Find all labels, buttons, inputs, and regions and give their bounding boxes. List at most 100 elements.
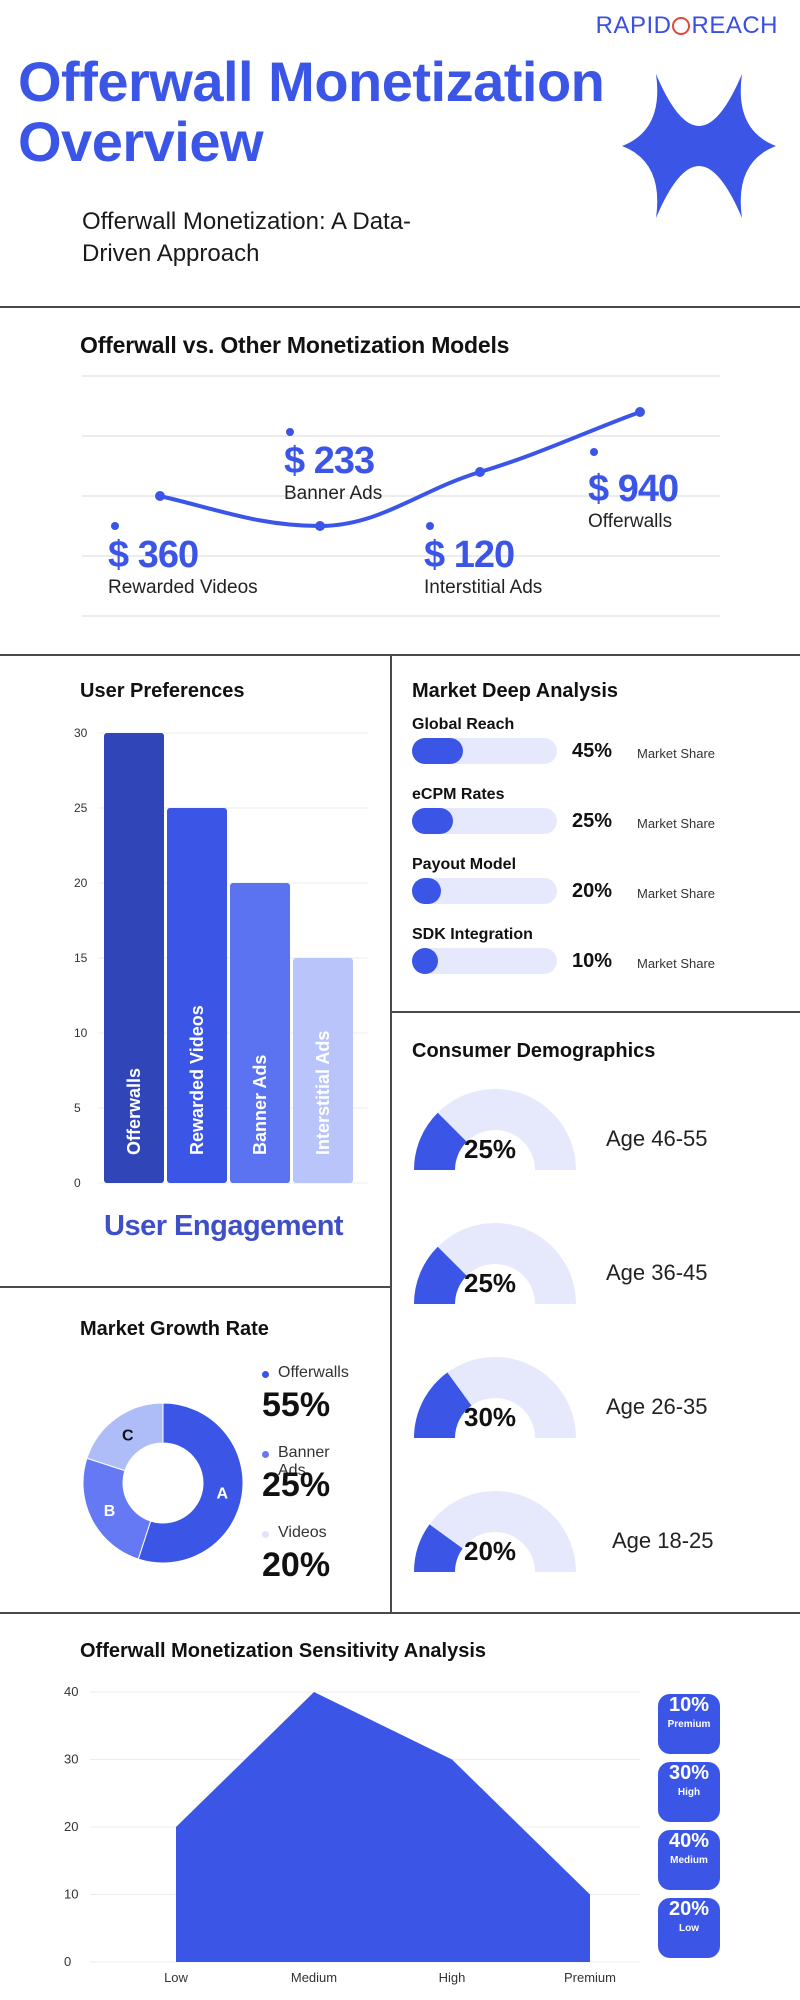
gauge-pct: 30% (464, 1402, 517, 1432)
legend-dot (262, 1451, 269, 1458)
market-deep-item: eCPM Rates 25% Market Share (412, 786, 782, 856)
age-label: Age 36-45 (606, 1260, 708, 1285)
model-interstitial-ads: $ 120 Interstitial Ads (424, 534, 542, 599)
market-deep-item: Payout Model 20% Market Share (412, 856, 782, 926)
legend-value: 20% (262, 1546, 331, 1584)
age-gauge (414, 1223, 576, 1304)
gauge-pct: 25% (464, 1268, 517, 1298)
mda-fill (412, 948, 438, 974)
page-title: Offerwall Monetization Overview (18, 50, 605, 173)
mda-label: SDK Integration (412, 926, 533, 943)
sparkle-decoration-icon (622, 74, 776, 218)
legend-value: 25% (262, 1466, 331, 1504)
gauge-fill (414, 1372, 472, 1438)
mda-fill (412, 808, 453, 834)
y-tick-label: 10 (74, 1026, 88, 1040)
sensitivity-pill: 40% Medium (658, 1830, 720, 1890)
mda-pct: 45% (572, 740, 613, 762)
market-deep-item: Global Reach 45% Market Share (412, 716, 782, 786)
mda-label: Payout Model (412, 856, 517, 873)
divider (390, 1011, 800, 1013)
bar-label: Banner Ads (250, 1055, 270, 1155)
models-section-title: Offerwall vs. Other Monetization Models (80, 332, 510, 358)
mda-share: Market Share (637, 886, 716, 901)
logo-ring-icon (672, 17, 691, 35)
trend-point (315, 521, 325, 531)
model-label: Rewarded Videos (108, 577, 258, 598)
sensitivity-title: Offerwall Monetization Sensitivity Analy… (80, 1640, 487, 1662)
sensitivity-pill: 10% Premium (658, 1694, 720, 1754)
model-label: Offerwalls (588, 511, 673, 532)
legend-name: Offerwalls (278, 1364, 349, 1381)
legend-name: Banner Ads (278, 1444, 330, 1479)
model-label: Interstitial Ads (424, 577, 543, 598)
model-value: $ 940 (588, 468, 679, 510)
x-tick-label: Medium (291, 1970, 337, 1985)
market-deep-title: Market Deep Analysis (412, 680, 619, 702)
trend-point (155, 491, 165, 501)
pill-label: Premium (667, 1719, 711, 1730)
legend-dot (262, 1371, 269, 1378)
divider (0, 654, 800, 656)
legend-dot (262, 1531, 269, 1538)
model-value: $ 120 (424, 534, 515, 576)
y-tick-label: 15 (74, 951, 88, 965)
legend-name: Videos (278, 1524, 327, 1541)
gauge-pct: 20% (464, 1536, 517, 1566)
age-gauge (414, 1357, 576, 1438)
model-label: Banner Ads (284, 483, 383, 504)
divider (0, 1286, 390, 1288)
mda-label: Global Reach (412, 716, 515, 733)
donut-slice (137, 1402, 244, 1564)
y-tick-label: 25 (74, 801, 88, 815)
pill-pct: 10% (668, 1694, 710, 1716)
divider (0, 306, 800, 308)
age-label: Age 18-25 (612, 1528, 714, 1553)
pill-label: High (677, 1787, 701, 1798)
gauge-fill (414, 1524, 463, 1572)
bar-label: Offerwalls (124, 1068, 144, 1155)
legend-value: 55% (262, 1386, 331, 1424)
x-tick-label: Low (164, 1970, 188, 1985)
sensitivity-area-chart: 0 10 20 30 40 Low Medium High Premium (64, 1684, 640, 1985)
area-series (176, 1692, 590, 1962)
slice-label: C (122, 1427, 134, 1444)
model-banner-ads: $ 233 Banner Ads (284, 440, 382, 505)
gauge-fill (414, 1112, 467, 1170)
trend-point (635, 407, 645, 417)
marker-dot (286, 428, 294, 436)
user-prefs-title: User Preferences (80, 680, 245, 702)
mda-share: Market Share (637, 746, 716, 761)
age-label: Age 26-35 (606, 1394, 708, 1419)
marker-dot (426, 522, 434, 530)
logo-text-left: RAPID (595, 12, 672, 39)
mda-track (412, 948, 557, 974)
brand-logo: RAPID REACH (596, 12, 778, 40)
age-label: Age 46-55 (606, 1126, 708, 1151)
logo-text-right: REACH (691, 12, 778, 39)
mda-share: Market Share (637, 956, 716, 971)
trend-point (475, 467, 485, 477)
pill-label: Low (679, 1923, 699, 1934)
x-tick-label: High (439, 1970, 466, 1985)
pill-pct: 30% (668, 1762, 710, 1784)
donut-slice (82, 1457, 152, 1560)
divider (0, 1612, 800, 1614)
y-tick-label: 0 (74, 1176, 81, 1190)
mda-fill (412, 738, 463, 764)
pill-pct: 20% (668, 1898, 710, 1920)
y-tick-label: 20 (74, 876, 88, 890)
bar (167, 808, 227, 1183)
column-divider (390, 654, 392, 1612)
bar-label: Interstitial Ads (313, 1031, 333, 1155)
market-growth-donut-chart: A B C (82, 1402, 244, 1564)
model-value: $ 233 (284, 440, 375, 482)
slice-label: B (104, 1503, 116, 1520)
gauge-fill (414, 1246, 467, 1304)
demographic-item: 25% Age 36-45 (412, 1222, 708, 1311)
demographics-title: Consumer Demographics (412, 1040, 656, 1062)
sensitivity-pill: 20% Low (658, 1898, 720, 1958)
model-value: $ 360 (108, 534, 199, 576)
slice-label: A (216, 1485, 228, 1502)
sensitivity-pill: 30% High (658, 1762, 720, 1822)
